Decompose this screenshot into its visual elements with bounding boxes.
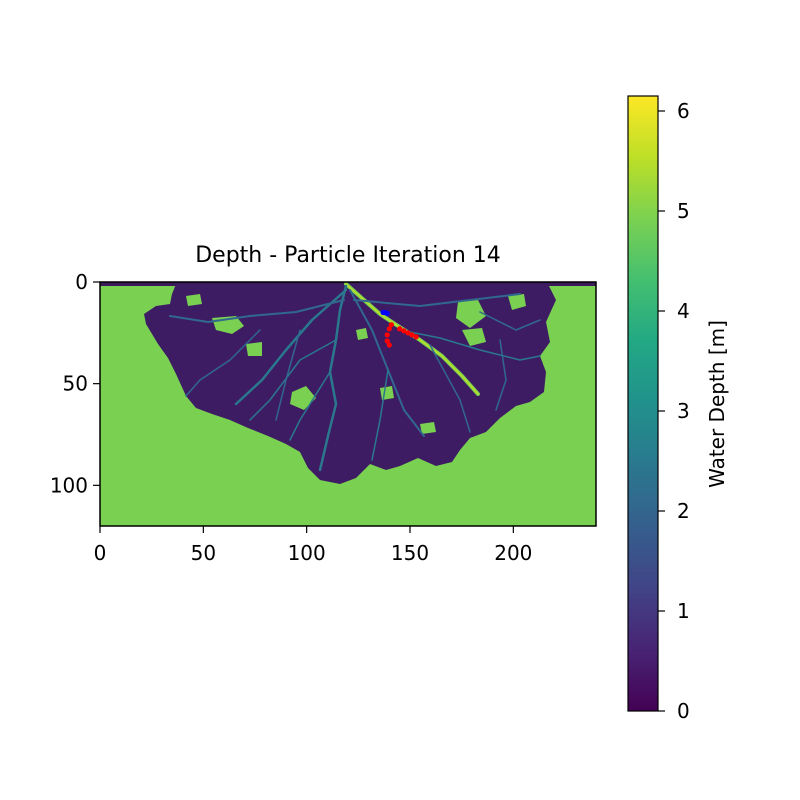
y-axis: 0 50 100 [50, 270, 100, 497]
red-particle [401, 328, 407, 334]
x-tick-label: 0 [94, 541, 107, 565]
colorbar-axis: 0 1 2 3 4 5 6 [658, 99, 690, 723]
y-tick-label: 50 [63, 372, 88, 396]
colorbar-tick-label: 1 [677, 599, 690, 623]
colorbar-tick-label: 4 [677, 299, 690, 323]
red-particle [409, 332, 415, 338]
red-particle [413, 334, 419, 340]
x-tick-label: 50 [191, 541, 216, 565]
colorbar-tick-label: 3 [677, 399, 690, 423]
delta-region [144, 284, 556, 484]
x-tick-label: 200 [494, 541, 532, 565]
colorbar-tick-label: 0 [677, 699, 690, 723]
red-particle [386, 342, 392, 348]
heatmap-plot [100, 282, 596, 526]
red-particle [384, 338, 390, 344]
y-tick-label: 100 [50, 473, 88, 497]
x-tick-label: 100 [288, 541, 326, 565]
particles [380, 309, 419, 348]
red-particle [397, 326, 403, 332]
colorbar-label: Water Depth [m] [705, 320, 729, 488]
plot-frame [99, 281, 597, 527]
x-tick-label: 150 [391, 541, 429, 565]
chart-title: Depth - Particle Iteration 14 [195, 243, 501, 268]
colorbar-tick-label: 2 [677, 499, 690, 523]
blue-particle [384, 310, 390, 317]
colorbar-tick-label: 6 [677, 99, 690, 123]
red-particle [405, 330, 411, 336]
red-particle [388, 322, 394, 328]
y-tick-label: 0 [75, 270, 88, 294]
red-particle [386, 326, 392, 332]
colorbar [627, 95, 659, 712]
colorbar-tick-label: 5 [677, 199, 690, 223]
x-axis: 0 50 100 150 200 [94, 526, 532, 565]
red-particle [384, 332, 390, 338]
